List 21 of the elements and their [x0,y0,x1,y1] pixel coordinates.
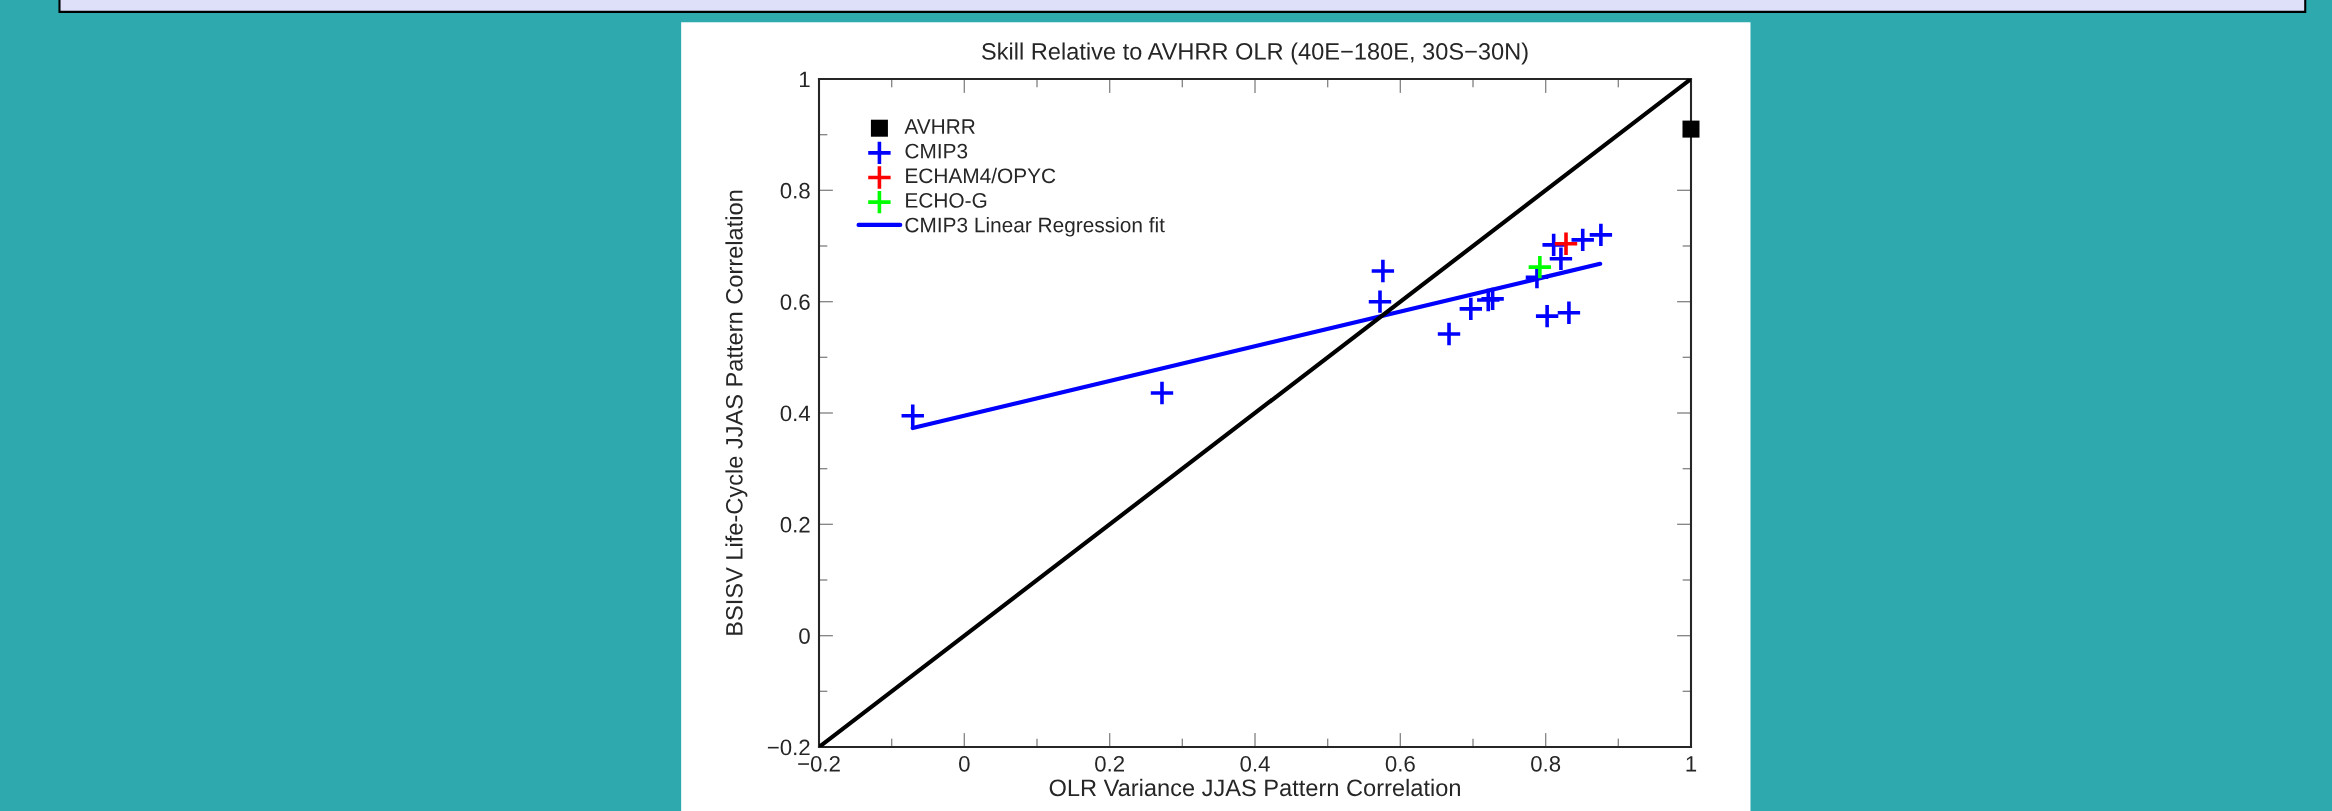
x-tick-label: 0.4 [1240,755,1270,772]
legend-label: AVHRR [904,119,975,134]
chart-title: Skill Relative to AVHRR OLR (40E−180E, 30S−30N) [982,42,1528,65]
y-axis-title: BSISV Life-Cycle JJAS Pattern Correlation [725,190,748,635]
y-tick-label: 0.4 [780,405,811,422]
y-tick-label: 0 [799,628,810,644]
legend-label: CMIP3 [905,143,968,159]
x-tick-label: 0.2 [1095,755,1124,772]
x-tick-label: 0.8 [1531,755,1561,772]
y-tick-label: 0.2 [780,516,810,533]
legend-label: ECHO-G [906,193,987,208]
legend-label: CMIP3 Linear Regression fit [905,217,1165,237]
y-tick-label: 0.8 [780,182,810,199]
x-tick-label: 1 [1686,756,1697,772]
x-tick-label: 0.6 [1385,755,1415,772]
legend-label: ECHAM4/OPYC [906,167,1056,184]
y-tick-label: 1 [800,71,810,88]
y-tick-label: −0.2 [767,739,810,756]
y-tick-label: 0.6 [780,294,810,310]
x-axis-title: OLR Variance JJAS Pattern Correlation [1049,778,1460,797]
x-tick-label: 0 [959,755,970,772]
